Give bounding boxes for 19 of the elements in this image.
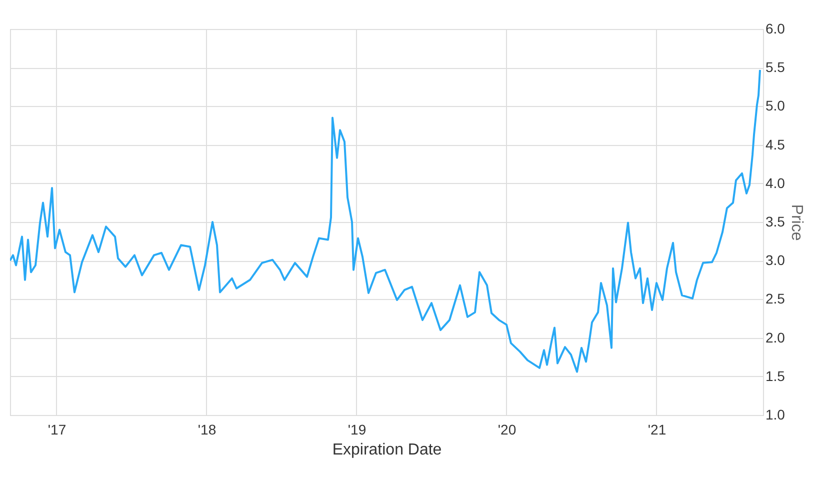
line-series (10, 68, 761, 373)
y-tick-label: 5.0 (766, 98, 786, 114)
y-tick-label: 6.0 (766, 20, 786, 36)
y-tick-label: 4.5 (766, 136, 786, 152)
y-tick-label: 4.0 (766, 174, 786, 191)
y-tick-label: 2.5 (766, 290, 786, 307)
x-tick-label: '20 (498, 422, 516, 438)
x-tick-label: '21 (648, 422, 666, 438)
y-tick-label: 5.5 (766, 59, 786, 76)
y-tick-label: 3.5 (766, 214, 786, 230)
x-tick-label: '19 (348, 422, 366, 438)
y-tick-label: 1.0 (766, 406, 786, 422)
x-tick-label: '18 (198, 422, 216, 438)
y-tick-label: 3.0 (766, 252, 786, 268)
y-tick-label: 1.5 (766, 368, 786, 384)
x-axis-title: Expiration Date (332, 442, 442, 458)
y-axis-title: Price (788, 204, 805, 241)
y-tick-label: 2.0 (766, 329, 786, 346)
x-tick-label: '17 (48, 422, 66, 438)
